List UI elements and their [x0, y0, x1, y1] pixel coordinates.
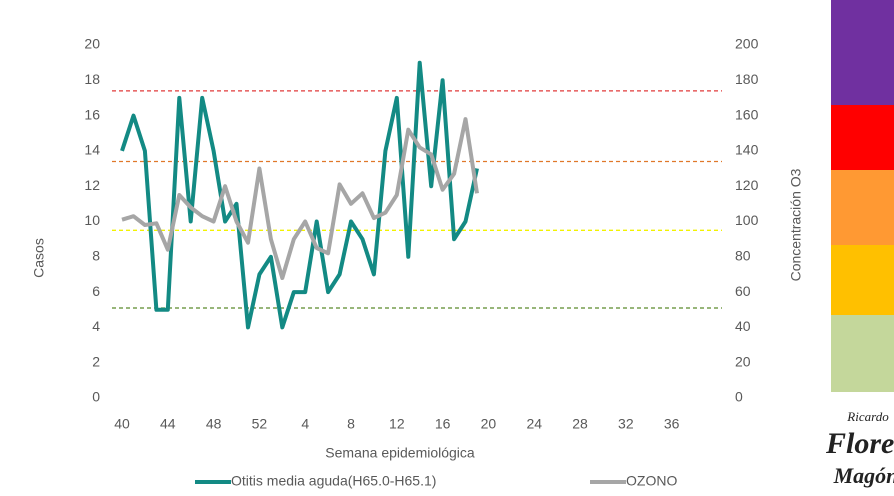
y2-tick-label: 100 — [735, 212, 759, 228]
y-tick-label: 2 — [92, 353, 100, 369]
legend-label: Otitis media aguda(H65.0-H65.1) — [231, 473, 436, 489]
y2-axis-title: Concentración O3 — [788, 168, 804, 281]
x-tick-label: 16 — [435, 416, 451, 432]
y2-tick-label: 180 — [735, 71, 759, 87]
legend-label: OZONO — [626, 473, 677, 489]
scale-orange — [831, 170, 894, 245]
x-tick-label: 40 — [114, 416, 130, 432]
y-tick-label: 18 — [84, 71, 100, 87]
scale-purple — [831, 0, 894, 105]
y-tick-label: 8 — [92, 248, 100, 264]
x-tick-label: 48 — [206, 416, 222, 432]
y-tick-label: 14 — [84, 142, 100, 158]
x-axis-title: Semana epidemiológica — [325, 445, 475, 461]
y2-tick-label: 160 — [735, 106, 759, 122]
scale-green — [831, 315, 894, 392]
y2-tick-label: 40 — [735, 318, 751, 334]
y-tick-label: 20 — [84, 36, 100, 52]
x-tick-label: 36 — [664, 416, 680, 432]
y-tick-label: 10 — [84, 212, 100, 228]
x-tick-label: 28 — [572, 416, 588, 432]
x-tick-label: 8 — [347, 416, 355, 432]
logo: Ricardo Flores Magón — [825, 409, 894, 488]
series-line — [120, 60, 479, 330]
logo-text: Magón — [833, 463, 894, 488]
y2-tick-label: 20 — [735, 353, 751, 369]
series-line — [121, 117, 479, 280]
y-tick-label: 4 — [92, 318, 100, 334]
x-tick-label: 32 — [618, 416, 634, 432]
y-tick-label: 0 — [92, 389, 100, 405]
x-tick-label: 20 — [481, 416, 497, 432]
y2-tick-label: 200 — [735, 36, 759, 52]
y-axis-title: Casos — [31, 238, 47, 278]
y2-tick-label: 120 — [735, 177, 759, 193]
x-tick-label: 4 — [301, 416, 309, 432]
logo-text: Ricardo — [846, 409, 889, 424]
y-tick-label: 12 — [84, 177, 100, 193]
y2-tick-label: 60 — [735, 283, 751, 299]
y-tick-label: 6 — [92, 283, 100, 299]
x-tick-label: 24 — [526, 416, 542, 432]
y-tick-label: 16 — [84, 106, 100, 122]
x-tick-label: 12 — [389, 416, 405, 432]
logo-text: Flores — [825, 427, 894, 460]
y2-tick-label: 140 — [735, 142, 759, 158]
y2-tick-label: 80 — [735, 248, 751, 264]
x-tick-label: 44 — [160, 416, 176, 432]
y2-tick-label: 0 — [735, 389, 743, 405]
scale-yellow — [831, 245, 894, 315]
x-tick-label: 52 — [252, 416, 268, 432]
scale-red — [831, 105, 894, 170]
